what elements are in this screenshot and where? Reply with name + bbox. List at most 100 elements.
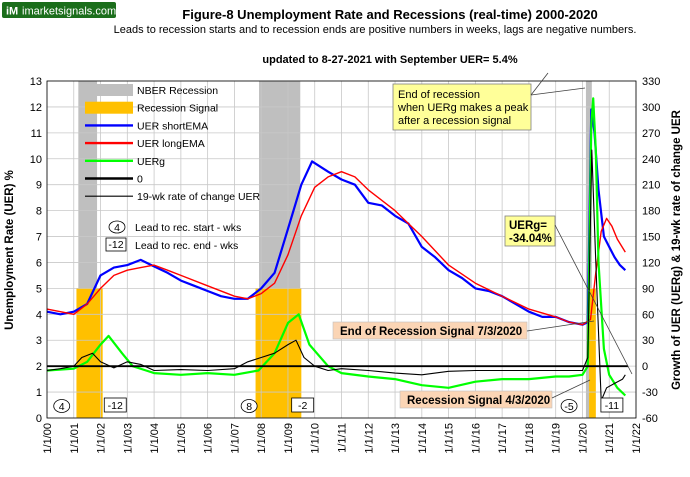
legend-start-label: Lead to rec. start - wks [135, 222, 241, 234]
x-tick-label-7: 1/1/07 [229, 423, 241, 454]
start-lead-marker-2 [560, 399, 578, 413]
legend-item-1: Recession Signal [85, 101, 218, 115]
y-right-tick-label-3: 30 [642, 335, 654, 347]
y-right-tick-label-12: 300 [642, 102, 660, 114]
legend-label-3: UER longEMA [137, 138, 205, 150]
y-left-tick-label-13: 13 [30, 76, 42, 88]
x-tick-label-0: 1/1/00 [42, 423, 54, 454]
y-right-tick-label-10: 240 [642, 154, 660, 166]
y-right-tick-label-2: 0 [642, 361, 648, 373]
y-left-tick-label-7: 7 [36, 232, 42, 244]
logo-text: imarketsignals.com [22, 6, 116, 18]
y-right-tick-label-13: 330 [642, 76, 660, 88]
x-tick-label-16: 1/1/16 [470, 423, 482, 454]
legend-label-1: Recession Signal [137, 103, 218, 115]
start-lead-marker-1 [240, 399, 258, 413]
x-tick-label-5: 1/1/05 [176, 423, 188, 454]
callout-end-box [392, 83, 532, 131]
callout-uerg-line-0: UERg= [509, 220, 547, 232]
y-left-tick-label-4: 4 [36, 309, 42, 321]
x-tick-label-10: 1/1/10 [310, 423, 322, 454]
y-right-tick-label-8: 180 [642, 206, 660, 218]
recession-signal-band-2 [589, 288, 596, 418]
legend-label-5: 0 [137, 174, 143, 186]
legend-item-6: 19-wk rate of change UER [85, 191, 261, 203]
x-tick-label-13: 1/1/13 [390, 423, 402, 454]
legend-swatch-0 [85, 84, 133, 96]
x-tick-label-20: 1/1/20 [577, 423, 589, 454]
callout-uerg-line-1: -34.04% [509, 233, 552, 245]
legend-end-mark-text: -12 [108, 239, 123, 251]
y-axis-left-label: Unemployment Rate (UER) % [4, 170, 16, 330]
label-start-signal-text: Recession Signal 4/3/2020 [407, 395, 550, 407]
plot-area: 012345678910111213-60-300306090120150180… [30, 72, 660, 454]
y-left-tick-label-10: 10 [30, 154, 42, 166]
y-right-tick-label-11: 270 [642, 128, 660, 140]
y-left-tick-label-2: 2 [36, 361, 42, 373]
start-lead-label-1: 8 [246, 401, 252, 413]
end-lead-label-2: -11 [605, 400, 620, 412]
y-right-tick-label-9: 210 [642, 180, 660, 192]
legend-label-6: 19-wk rate of change UER [137, 191, 261, 203]
x-tick-label-4: 1/1/04 [149, 423, 161, 454]
start-lead-marker-0 [53, 399, 71, 413]
callout-uerg: UERg= -34.04% [504, 215, 633, 375]
chart-subtitle: Leads to recession starts and to recessi… [114, 24, 637, 36]
label-end-signal-text: End of Recession Signal 7/3/2020 [340, 326, 522, 338]
start-lead-label-2: -5 [564, 401, 573, 413]
y-right-tick-label-4: 60 [642, 309, 654, 321]
x-tick-label-14: 1/1/14 [417, 423, 429, 454]
x-tick-label-19: 1/1/19 [551, 423, 563, 454]
callout-uerg-pointer [554, 224, 633, 375]
label-start-signal: Recession Signal 4/3/2020 [399, 379, 591, 409]
logo-mark: iM [6, 6, 18, 18]
end-lead-label-1: -2 [298, 400, 307, 412]
callout-end-pointer [530, 87, 586, 96]
update-note: updated to 8-27-2021 with September UER=… [262, 54, 517, 66]
callout-end-of-recession: End of recession when UERg makes a peak af… [392, 72, 586, 131]
callout-end-line-1: when UERg makes a peak [397, 102, 529, 114]
legend-end-mark [105, 237, 127, 252]
x-tick-label-1: 1/1/01 [69, 423, 81, 454]
x-tick-label-15: 1/1/15 [444, 423, 456, 454]
x-tick-label-21: 1/1/21 [604, 423, 616, 454]
end-lead-marker-2 [600, 397, 624, 413]
callout-end-line-0: End of recession [398, 89, 480, 101]
callout-uerg-text: UERg= -34.04% [509, 220, 552, 245]
y-left-tick-label-11: 11 [31, 128, 42, 140]
recession-signal-band-1 [255, 288, 302, 418]
legend-item-3: UER longEMA [85, 138, 205, 150]
plot-frame [46, 80, 637, 419]
y-right-tick-label-7: 150 [642, 232, 660, 244]
legend-start-mark-text: 4 [114, 222, 120, 234]
legend: NBER Recession Recession Signal UER shortE… [85, 84, 261, 252]
end-lead-marker-1 [291, 397, 315, 413]
legend-label-0: NBER Recession [137, 85, 218, 97]
y-left-tick-label-12: 12 [30, 102, 42, 114]
y-left-tick-label-6: 6 [36, 257, 42, 269]
recession-signal-band-0 [76, 288, 103, 418]
x-tick-label-11: 1/1/11 [337, 423, 349, 453]
y-left-tick-label-3: 3 [36, 335, 42, 347]
y-right-tick-label-0: -60 [642, 413, 658, 425]
label-end-signal: End of Recession Signal 7/3/2020 [332, 320, 595, 340]
start-lead-label-0: 4 [59, 401, 65, 413]
legend-label-4: UERg [137, 156, 165, 168]
y-right-tick-label-5: 90 [642, 283, 654, 295]
end-lead-marker-0 [103, 397, 127, 413]
logo-badge [2, 2, 116, 18]
x-tick-label-22: 1/1/22 [631, 423, 643, 454]
label-end-signal-pointer [526, 320, 595, 332]
y-axis-right-label: Growth of UER (UERg) & 19-wk rate of cha… [671, 109, 683, 390]
y-left-tick-label-5: 5 [36, 283, 42, 295]
legend-item-4: UERg [85, 156, 165, 168]
label-start-signal-pointer [551, 379, 591, 399]
callout-end-text: End of recession when UERg makes a peak af… [397, 89, 529, 127]
legend-label-2: UER shortEMA [137, 120, 208, 132]
label-end-signal-box [332, 321, 528, 340]
legend-item-5: 0 [85, 174, 143, 186]
callout-end-line-2: after a recession signal [398, 115, 511, 127]
y-left-tick-label-1: 1 [36, 387, 42, 399]
y-right-tick-label-1: -30 [642, 387, 658, 399]
